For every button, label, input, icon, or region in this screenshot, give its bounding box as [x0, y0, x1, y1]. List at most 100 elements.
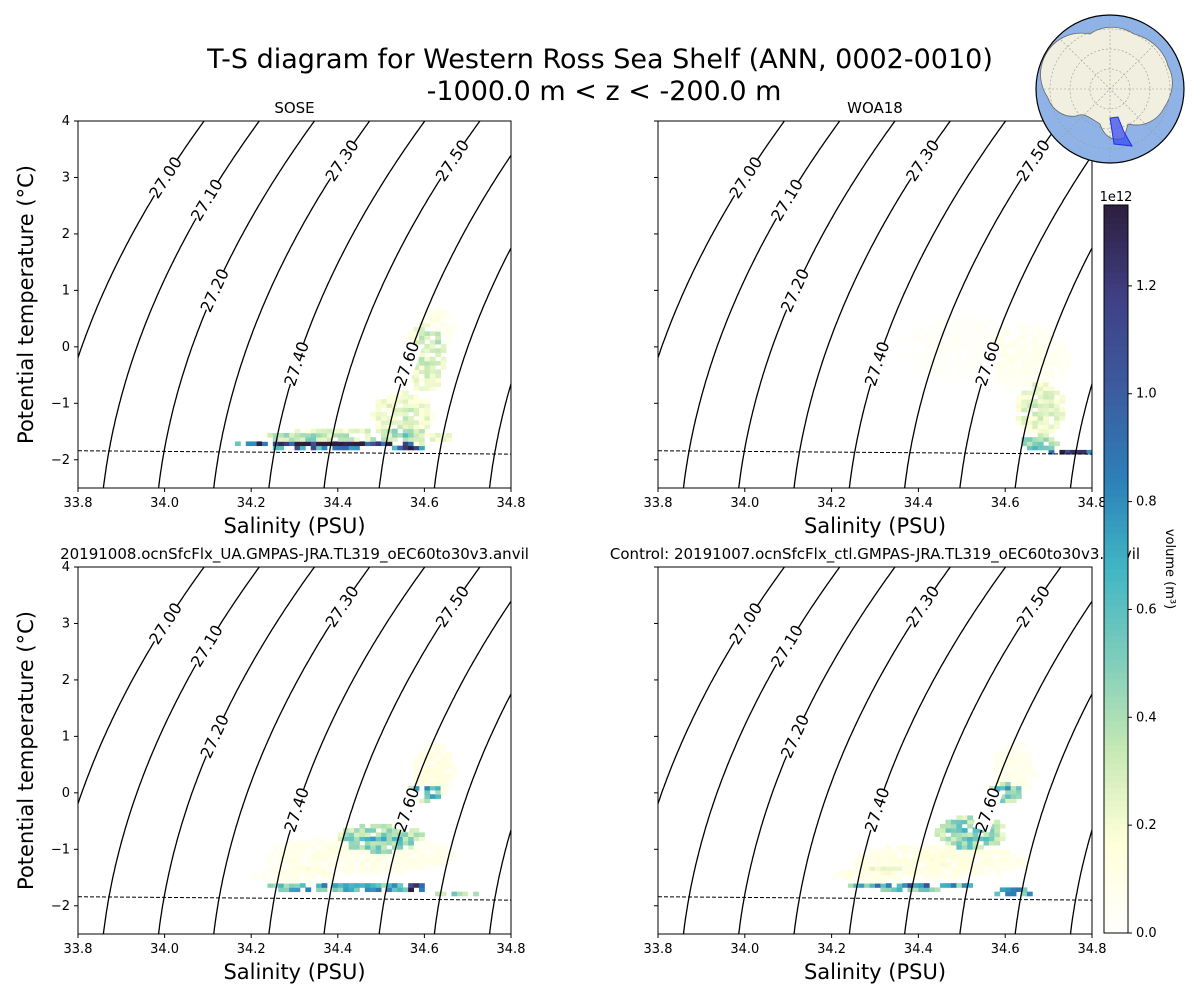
heatmap-cell — [1037, 331, 1044, 336]
heatmap-cell — [413, 768, 420, 774]
heatmap-cell — [1037, 348, 1044, 353]
heatmap-cell — [370, 857, 377, 863]
heatmap-cell — [1026, 399, 1033, 404]
heatmap-cell — [858, 870, 865, 876]
heatmap-cell — [305, 870, 312, 876]
heatmap-cell — [348, 845, 355, 850]
heatmap-cell — [370, 840, 377, 846]
heatmap-cell — [408, 832, 414, 837]
heatmap-cell — [440, 747, 447, 753]
heatmap-cell — [359, 441, 366, 447]
heatmap-cell — [321, 849, 328, 854]
heatmap-cell — [885, 862, 892, 867]
heatmap-cell — [983, 849, 990, 854]
heatmap-cell — [1043, 331, 1050, 336]
heatmap-cell — [983, 862, 990, 867]
heatmap-cell — [418, 777, 425, 782]
colorbar-cell — [1104, 332, 1128, 339]
heatmap-cell — [1037, 344, 1044, 349]
axes-frame — [657, 566, 1093, 935]
heatmap-cell — [983, 322, 990, 328]
heatmap-cell — [972, 862, 979, 867]
heatmap-cell — [408, 857, 414, 863]
heatmap-cell — [940, 339, 946, 345]
heatmap-cell — [418, 760, 425, 766]
heatmap-cell — [326, 428, 333, 434]
heatmap-cell — [424, 382, 431, 387]
contour-label: 27.50 — [432, 582, 473, 631]
density-contour — [1125, 110, 1200, 500]
density-contour — [543, 110, 709, 500]
heatmap-cell — [967, 344, 974, 349]
heatmap-cell — [1010, 373, 1017, 379]
heatmap-cell — [375, 887, 382, 893]
heatmap-cell — [1016, 394, 1022, 400]
heatmap-cell — [418, 407, 425, 413]
heatmap-cell — [907, 352, 914, 358]
heatmap-cell — [418, 832, 425, 837]
heatmap-cell — [429, 344, 436, 349]
heatmap-cell — [359, 428, 366, 434]
colorbar-tick-label: 0.6 — [1136, 602, 1157, 617]
heatmap-cell — [972, 339, 979, 345]
heatmap-cell — [375, 870, 382, 876]
colorbar-cell — [1104, 308, 1128, 315]
colorbar-cell — [1104, 508, 1128, 515]
heatmap-cell — [418, 857, 425, 863]
heatmap-cell — [386, 887, 393, 893]
colorbar-cell — [1104, 666, 1128, 673]
heatmap-cell — [283, 857, 290, 863]
heatmap-cell — [950, 344, 957, 349]
colorbar-cell — [1104, 702, 1128, 710]
heatmap-cell — [451, 764, 458, 770]
heatmap-cell — [364, 832, 371, 837]
heatmap-cell — [424, 424, 431, 430]
heatmap-cell — [858, 874, 865, 880]
heatmap-cell — [402, 390, 409, 396]
heatmap-cell — [1054, 356, 1060, 362]
heatmap-cell — [381, 853, 387, 859]
heatmap-cell — [381, 828, 387, 833]
heatmap-cell — [999, 760, 1006, 766]
heatmap-cell — [397, 424, 404, 430]
heatmap-cell — [332, 432, 339, 438]
heatmap-cell — [413, 369, 420, 375]
heatmap-cell — [413, 377, 420, 383]
heatmap-cell — [923, 883, 930, 888]
density-contour — [78, 121, 205, 360]
heatmap-cell — [929, 327, 936, 332]
heatmap-cell — [978, 322, 984, 328]
heatmap-cell — [316, 870, 322, 876]
heatmap-cell — [978, 331, 984, 336]
heatmap-cell — [1016, 790, 1022, 795]
heatmap-cell — [294, 887, 301, 893]
heatmap-cell — [988, 318, 995, 324]
heatmap-cell — [891, 866, 898, 871]
heatmap-cell — [435, 773, 442, 778]
heatmap-cell — [391, 416, 398, 421]
heatmap-cell — [875, 878, 881, 884]
heatmap-cell — [918, 365, 925, 370]
heatmap-cell — [305, 857, 312, 863]
heatmap-cell — [978, 348, 984, 353]
heatmap-cell — [1037, 394, 1044, 400]
heatmap-cell — [299, 862, 306, 867]
heatmap-cell — [983, 870, 990, 876]
contour-label: 27.40 — [280, 339, 313, 388]
heatmap-cell — [446, 751, 452, 757]
heatmap-cell — [978, 318, 984, 324]
heatmap-cell — [1032, 327, 1039, 332]
density-contour — [78, 567, 205, 806]
heatmap-cell — [950, 874, 957, 880]
heatmap-cell — [359, 862, 366, 867]
heatmap-cell — [934, 832, 941, 837]
heatmap-cell — [364, 437, 371, 442]
heatmap-cell — [1021, 331, 1028, 336]
heatmap-cell — [1026, 377, 1033, 383]
heatmap-cell — [1059, 407, 1066, 413]
heatmap-cell — [354, 832, 360, 837]
heatmap-cell — [880, 862, 887, 867]
heatmap-cell — [978, 339, 984, 345]
heatmap-cell — [961, 819, 968, 825]
